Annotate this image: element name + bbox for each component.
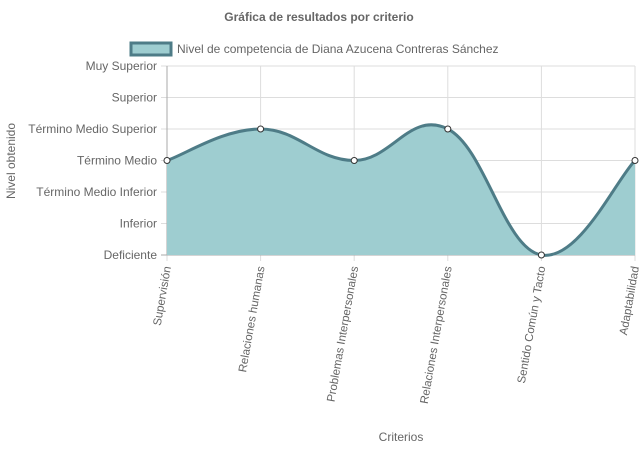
data-point[interactable] [631,157,639,164]
data-points [163,125,639,259]
data-point[interactable] [537,251,545,259]
y-tick-label: Superior [112,91,157,105]
x-tick-label: Problemas Interpersonales [325,265,361,403]
data-point[interactable] [444,125,452,133]
y-tick-label: Término Medio Inferior [36,185,157,199]
data-point[interactable] [257,125,265,133]
x-tick-label: Supervisión [152,265,174,326]
legend-swatch [129,41,173,57]
series-area-fill [167,124,635,256]
y-axis-ticks: Deficiente Inferior Término Medio Inferior… [28,59,157,262]
x-tick-label: Sentido Común y Tacto [516,265,548,384]
chart-title: Gráfica de resultados por criterio [224,10,413,24]
x-tick-label: Relaciones Interpersonales [419,265,455,405]
x-axis-title: Criterios [379,430,424,444]
y-axis-title: Nivel obtenido [4,123,18,199]
series-area [166,123,637,257]
y-tick-label: Inferior [120,217,157,231]
data-point[interactable] [350,157,358,164]
y-tick-label: Término Medio Superior [28,122,157,136]
x-tick-label: Relaciones humanas [237,265,268,373]
legend-label: Nivel de competencia de Diana Azucena Co… [177,42,499,56]
x-tick-label: Adaptabilidad [618,265,639,336]
y-tick-label: Deficiente [104,248,158,262]
y-tick-label: Término Medio [77,154,157,168]
data-point[interactable] [163,157,171,164]
x-axis-ticks: Supervisión Relaciones humanas Problemas I… [152,265,639,405]
y-tick-label: Muy Superior [86,59,157,73]
legend[interactable]: Nivel de competencia de Diana Azucena Co… [129,41,499,57]
